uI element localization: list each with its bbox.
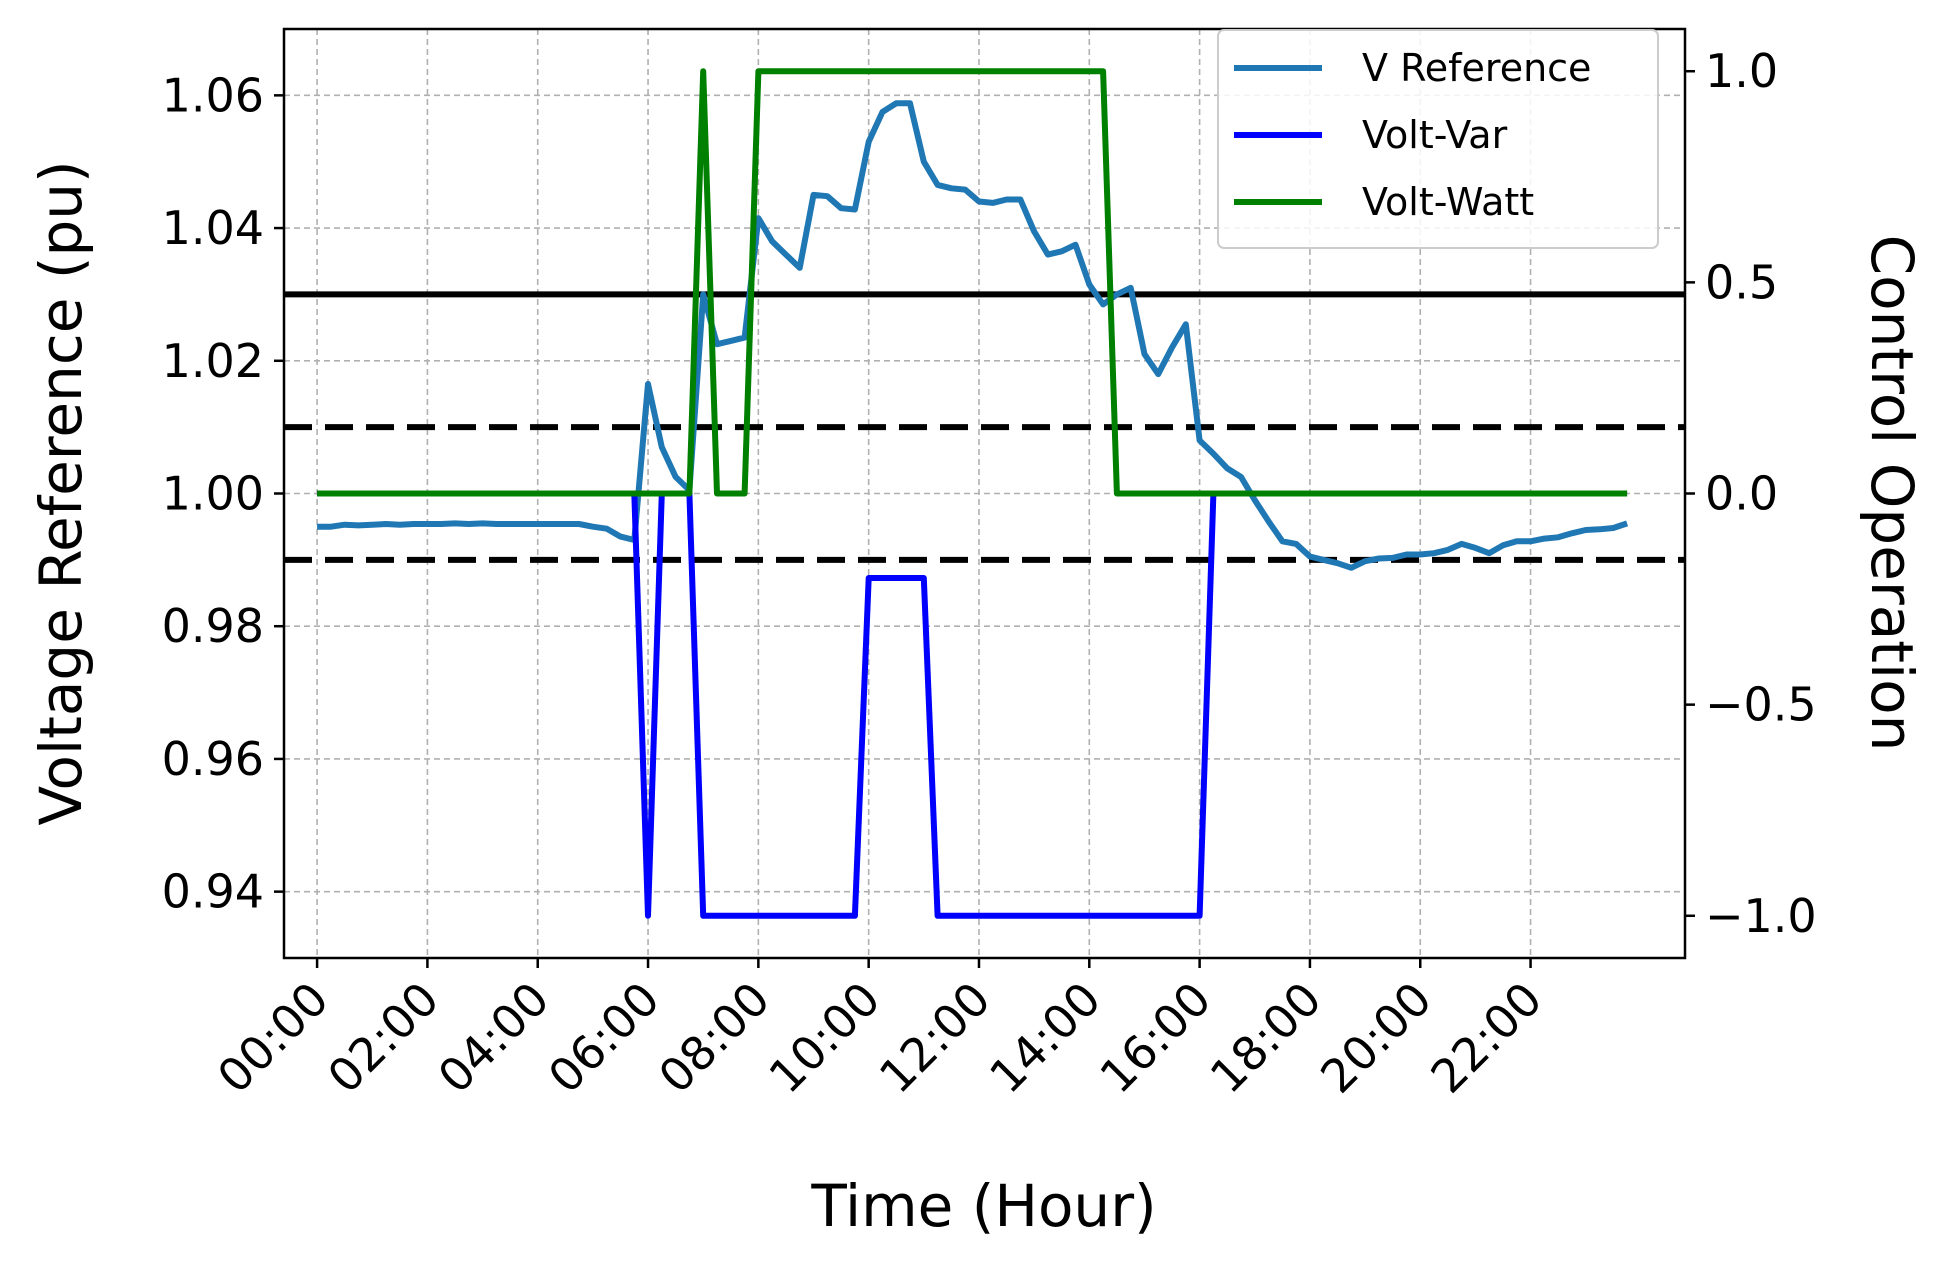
y2-axis-title: Control Operation bbox=[1858, 235, 1926, 752]
y2-tick-label: −1.0 bbox=[1705, 889, 1817, 943]
y-axis-right: −1.0 −0.5 0.0 0.5 1.0 bbox=[1685, 44, 1817, 943]
y-tick-label: 0.96 bbox=[162, 732, 264, 786]
legend: V Reference Volt-Var Volt-Watt bbox=[1217, 29, 1659, 249]
reference-lines bbox=[284, 291, 1685, 563]
y-axis-left: 0.94 0.96 0.98 1.00 1.02 1.04 1.06 bbox=[162, 68, 284, 919]
legend-box bbox=[1217, 29, 1659, 249]
series-line-volt-watt bbox=[317, 68, 1628, 497]
series-lines bbox=[317, 68, 1629, 919]
series-line-volt-var bbox=[317, 490, 1628, 919]
y-tick-label: 1.02 bbox=[162, 334, 264, 388]
y2-tick-label: 1.0 bbox=[1705, 44, 1778, 98]
legend-label-v-reference: V Reference bbox=[1362, 46, 1591, 90]
x-axis-title: Time (Hour) bbox=[810, 1172, 1156, 1240]
y-axis-title: Voltage Reference (pu) bbox=[27, 160, 95, 825]
y-tick-label: 1.04 bbox=[162, 201, 264, 255]
legend-label-volt-var: Volt-Var bbox=[1362, 113, 1508, 157]
y2-tick-label: −0.5 bbox=[1705, 678, 1817, 732]
y-tick-label: 0.98 bbox=[162, 599, 264, 653]
y-tick-label: 1.06 bbox=[162, 68, 264, 122]
legend-label-volt-watt: Volt-Watt bbox=[1362, 180, 1534, 224]
y-tick-label: 1.00 bbox=[162, 467, 264, 521]
series-line-v-reference bbox=[317, 100, 1629, 571]
y-tick-label: 0.94 bbox=[162, 865, 264, 919]
y2-tick-label: 0.0 bbox=[1705, 467, 1778, 521]
y2-tick-label: 0.5 bbox=[1705, 255, 1778, 309]
